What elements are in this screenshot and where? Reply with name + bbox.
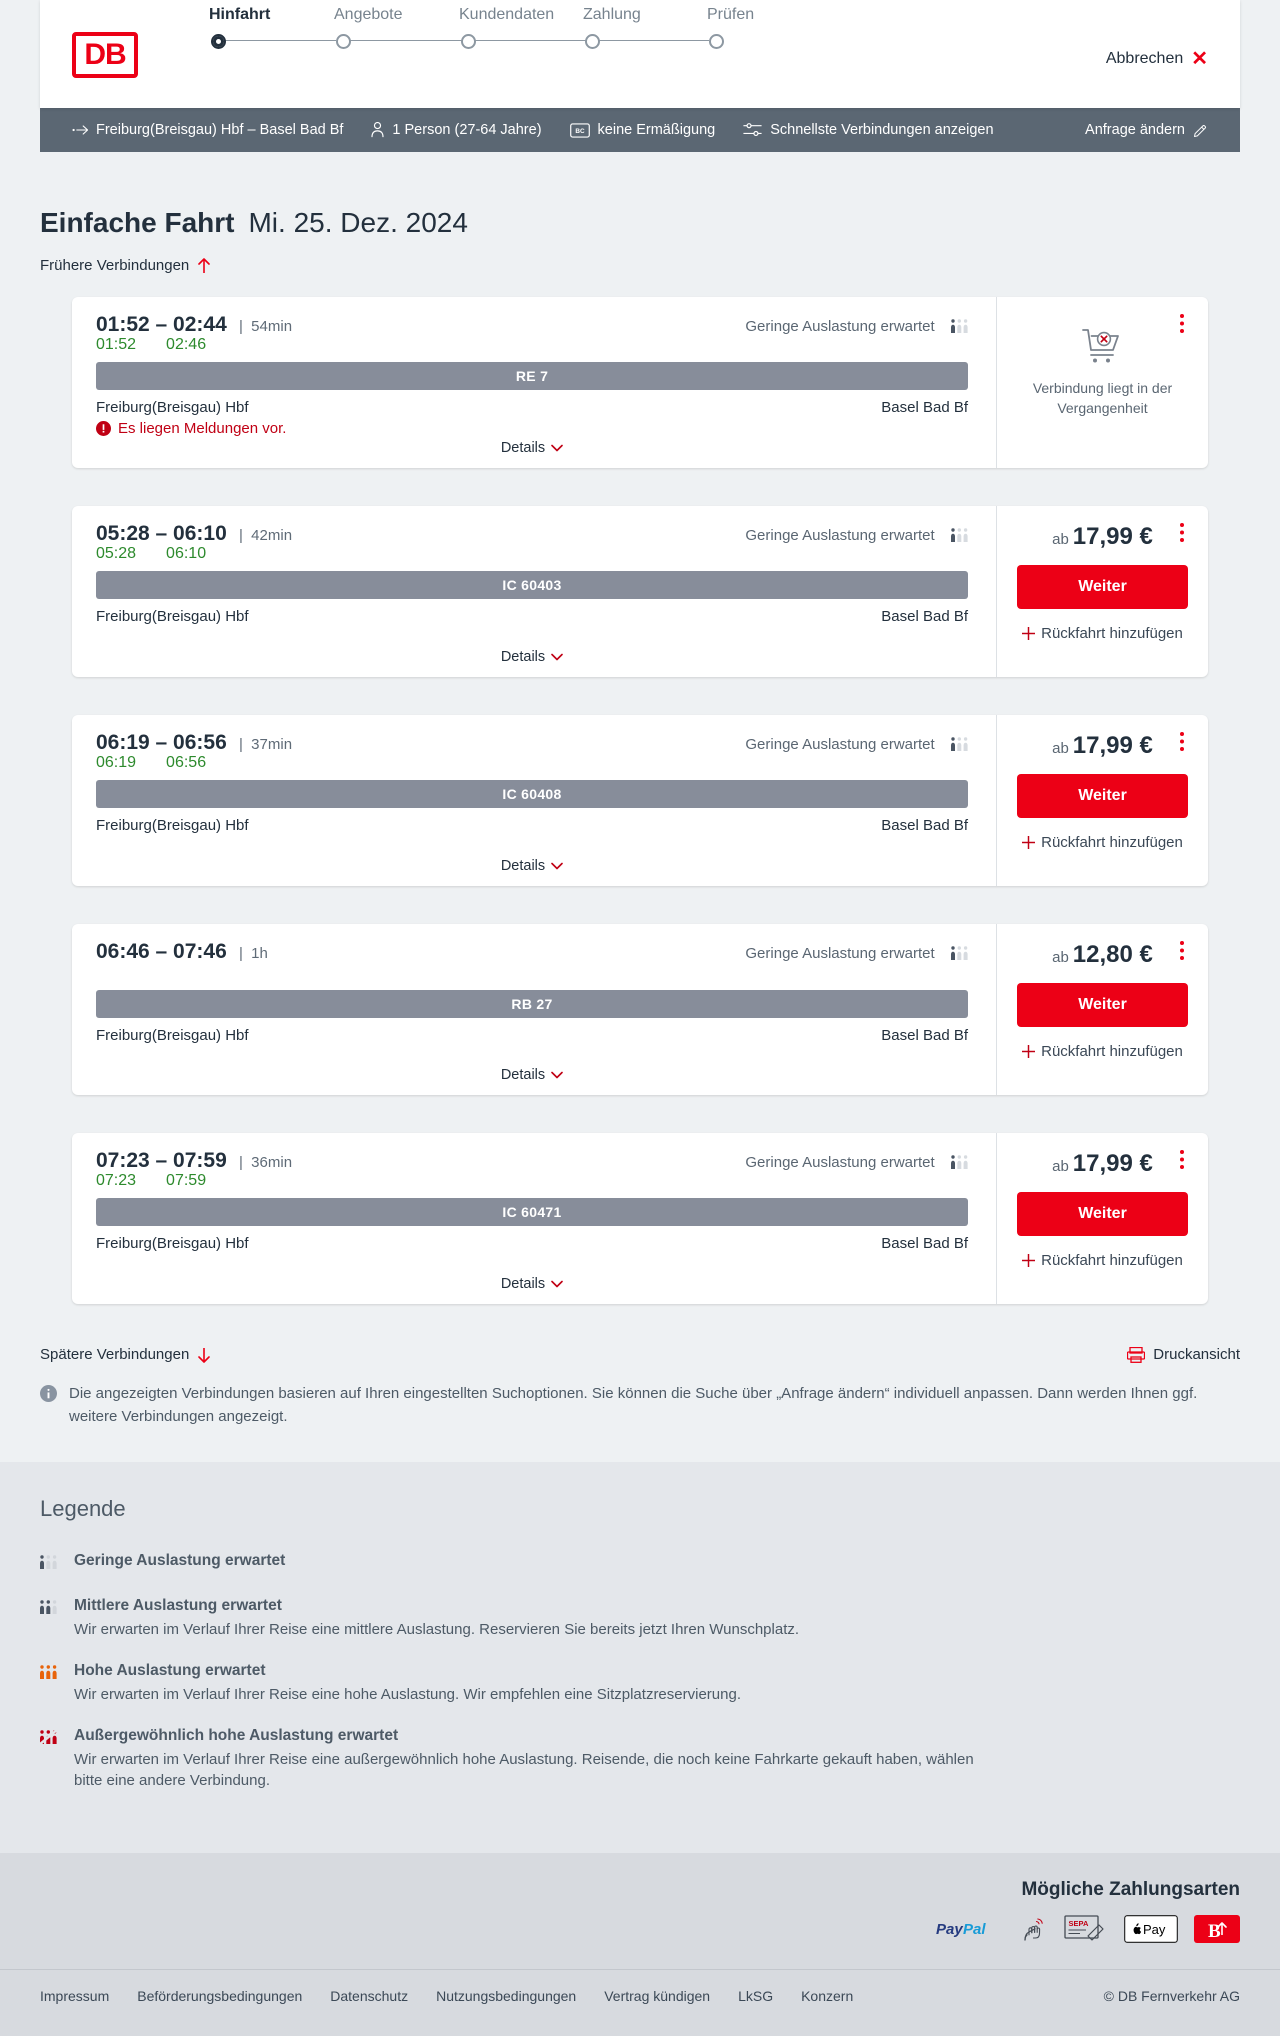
svg-text:Pal: Pal (963, 1921, 986, 1938)
svg-text:B: B (1208, 1921, 1221, 1942)
svg-text:Pay: Pay (936, 1921, 963, 1938)
svg-text:Pay: Pay (1143, 1922, 1166, 1937)
svg-text:BC: BC (575, 128, 585, 135)
svg-text:SEPA: SEPA (1069, 1919, 1089, 1928)
